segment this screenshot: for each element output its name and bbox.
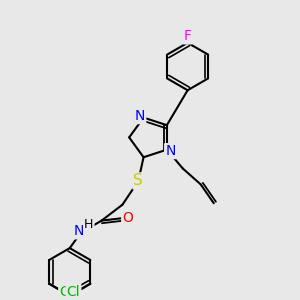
Text: O: O: [122, 211, 133, 225]
Text: S: S: [134, 173, 143, 188]
Text: N: N: [165, 144, 175, 158]
Text: F: F: [184, 29, 192, 44]
Text: N: N: [74, 224, 85, 238]
Text: H: H: [84, 218, 94, 231]
Text: N: N: [135, 109, 145, 123]
Text: Cl: Cl: [67, 285, 80, 299]
Text: Cl: Cl: [59, 285, 73, 299]
